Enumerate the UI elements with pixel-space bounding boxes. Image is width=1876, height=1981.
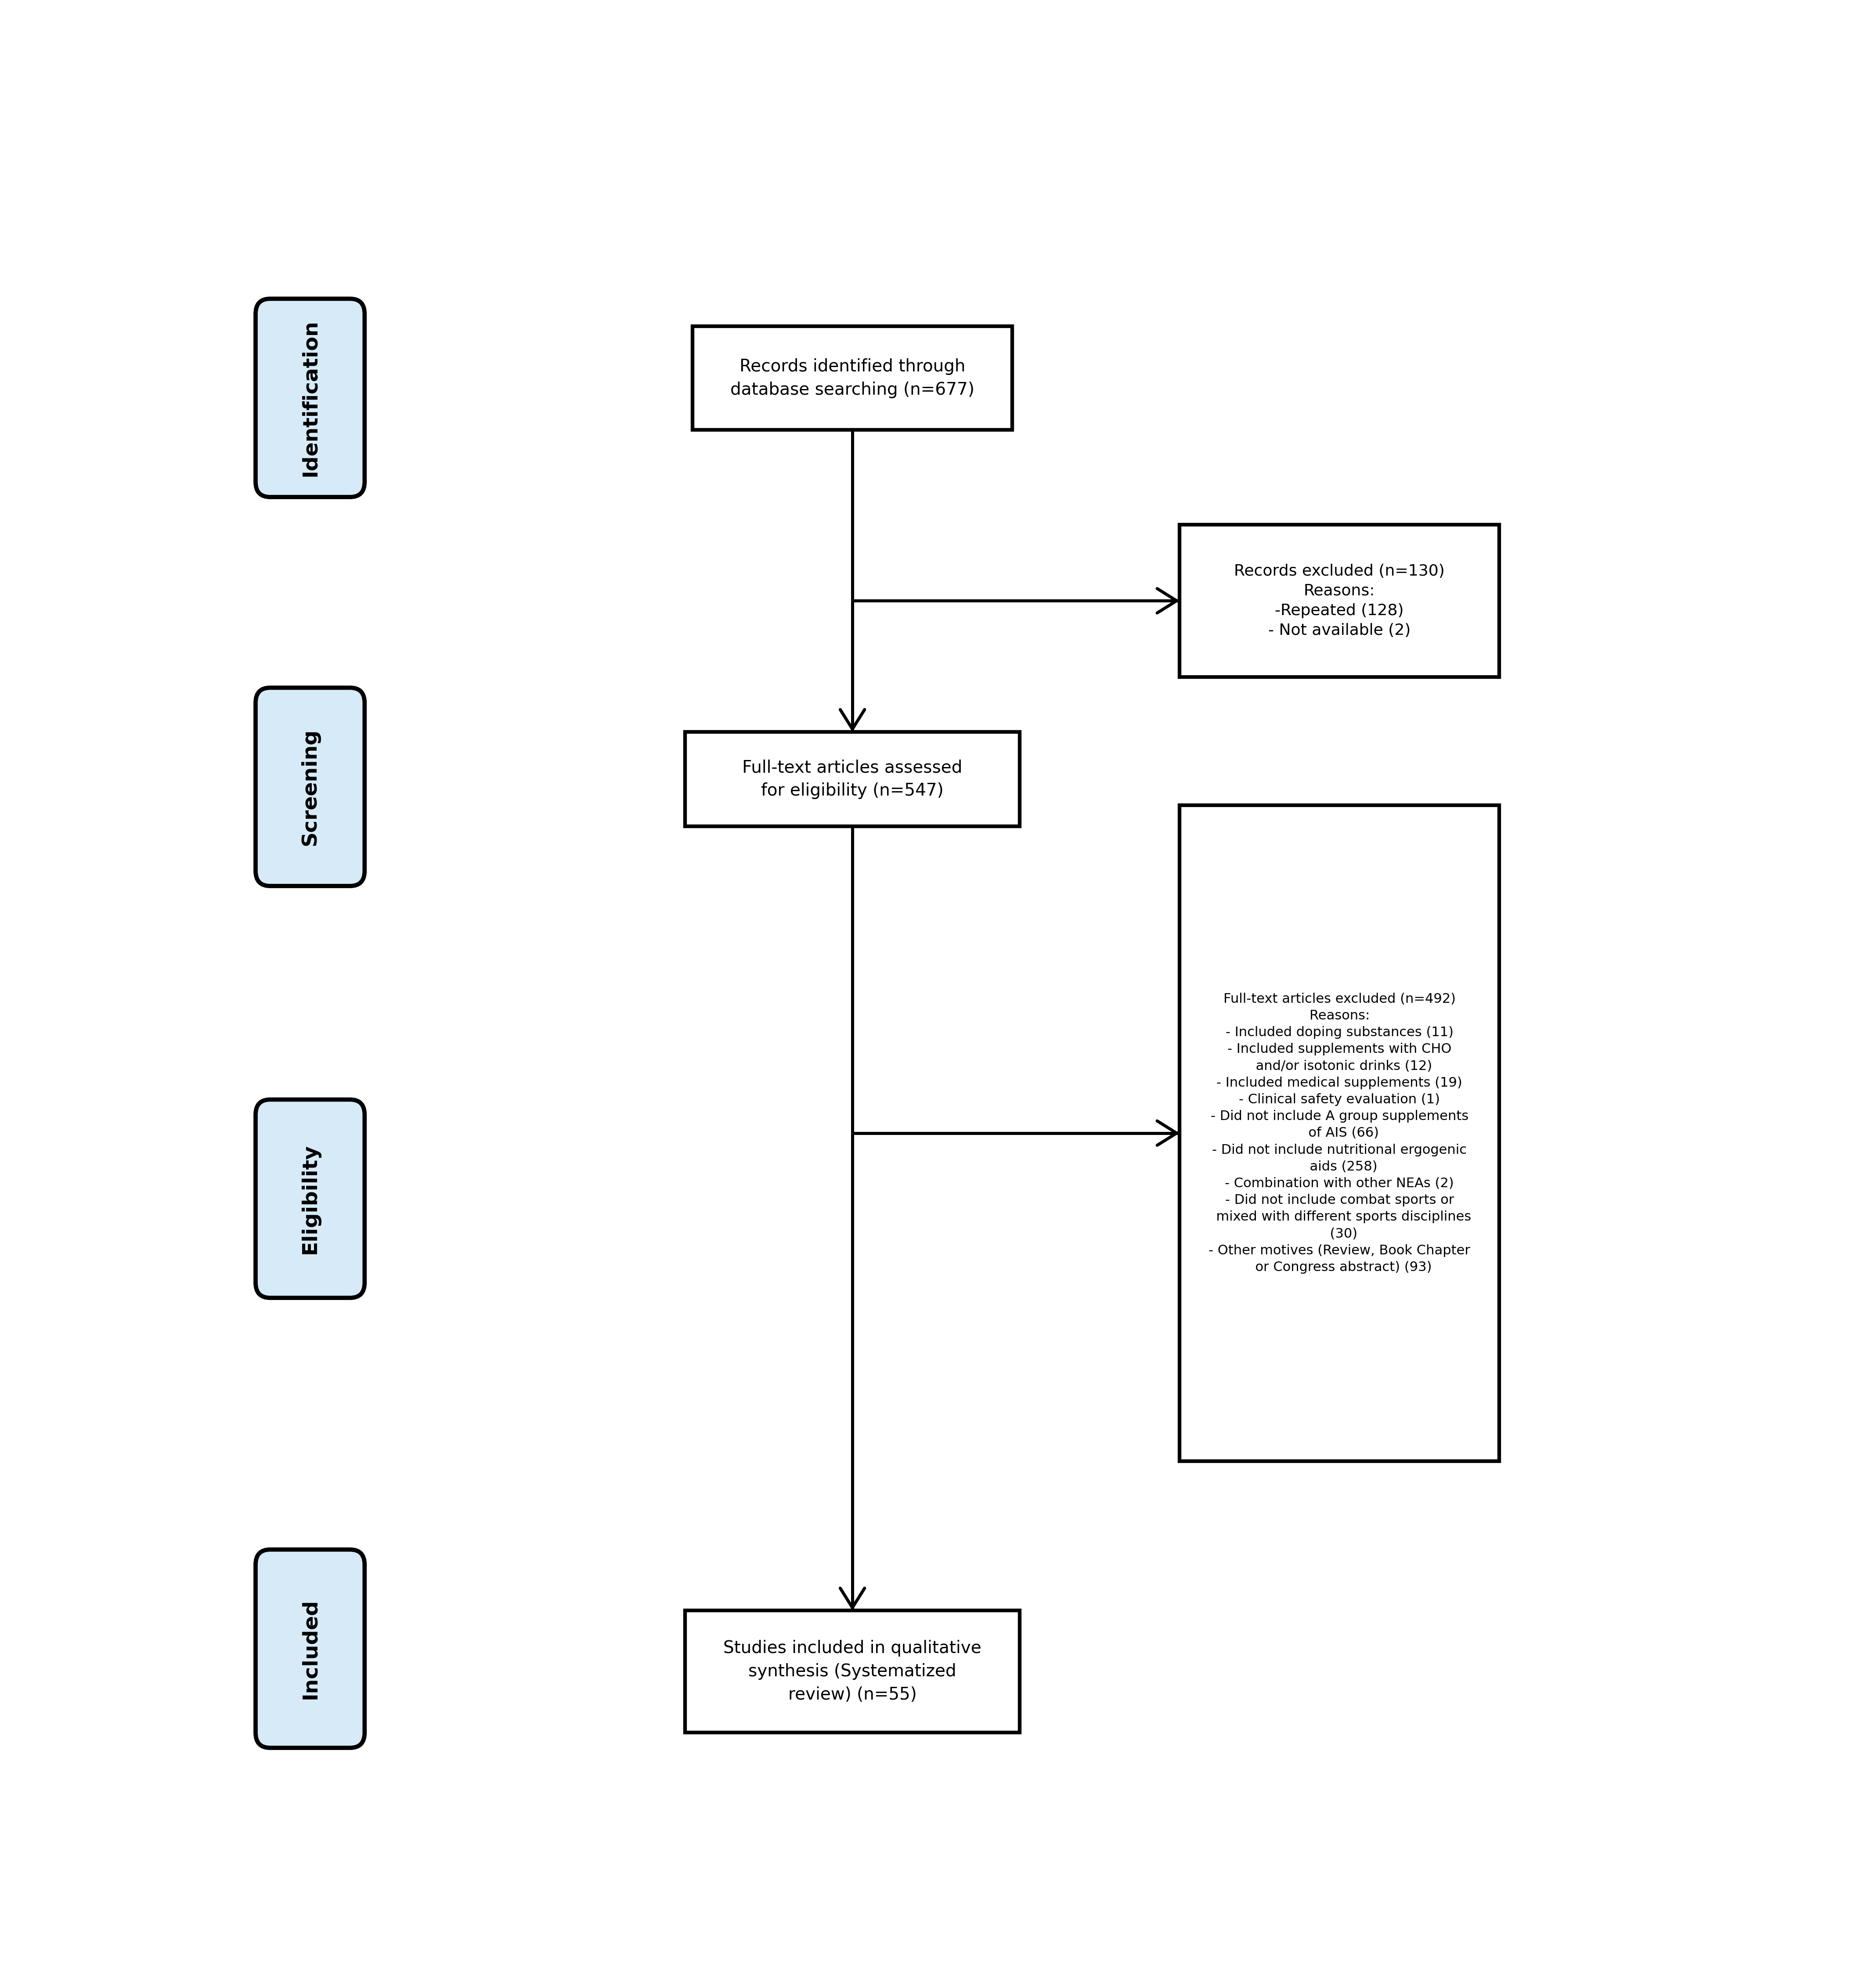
- FancyBboxPatch shape: [692, 327, 1013, 430]
- FancyBboxPatch shape: [255, 687, 364, 886]
- FancyBboxPatch shape: [255, 1549, 364, 1747]
- Text: Records identified through
database searching (n=677): Records identified through database sear…: [730, 359, 974, 398]
- Text: Included: Included: [300, 1599, 321, 1700]
- FancyBboxPatch shape: [255, 299, 364, 497]
- FancyBboxPatch shape: [1180, 804, 1499, 1462]
- FancyBboxPatch shape: [255, 1099, 364, 1298]
- Text: Eligibility: Eligibility: [300, 1143, 321, 1254]
- FancyBboxPatch shape: [1180, 525, 1499, 678]
- Text: Studies included in qualitative
synthesis (Systematized
review) (n=55): Studies included in qualitative synthesi…: [724, 1640, 981, 1704]
- Text: Records excluded (n=130)
Reasons:
-Repeated (128)
- Not available (2): Records excluded (n=130) Reasons: -Repea…: [1234, 565, 1445, 638]
- Text: Full-text articles assessed
for eligibility (n=547): Full-text articles assessed for eligibil…: [743, 759, 962, 798]
- Text: Full-text articles excluded (n=492)
Reasons:
- Included doping substances (11)
-: Full-text articles excluded (n=492) Reas…: [1208, 992, 1471, 1274]
- FancyBboxPatch shape: [685, 1611, 1021, 1733]
- FancyBboxPatch shape: [685, 731, 1021, 826]
- Text: Screening: Screening: [300, 729, 321, 846]
- Text: Identification: Identification: [300, 319, 321, 475]
